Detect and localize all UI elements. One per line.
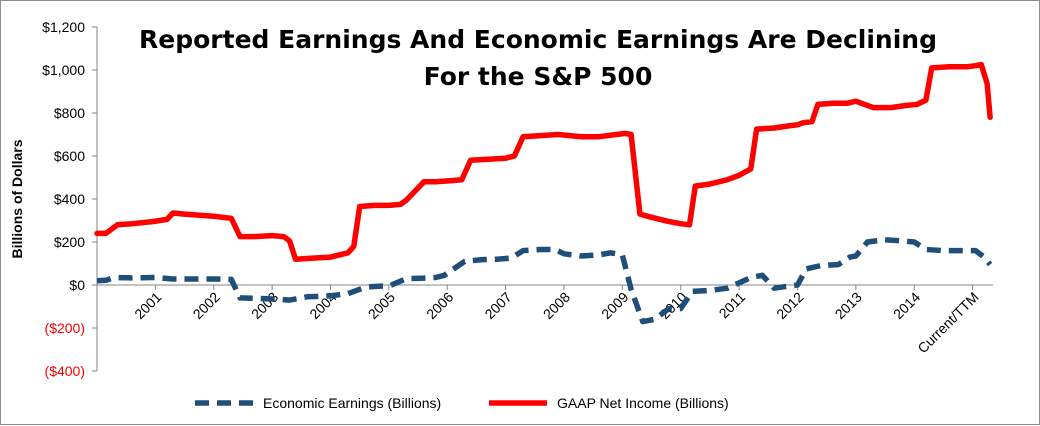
x-tick-label: 2009 xyxy=(598,289,631,322)
y-tick-label: $200 xyxy=(54,234,85,250)
gaap-net-income-line xyxy=(94,61,993,262)
y-tick-label: $600 xyxy=(54,148,85,164)
chart-title-line: For the S&P 500 xyxy=(424,62,653,91)
chart-title-line: Reported Earnings And Economic Earnings … xyxy=(139,25,937,54)
x-tick-label: 2006 xyxy=(423,289,456,322)
x-tick-label: 2007 xyxy=(481,289,514,322)
x-tick-label: Current/TTM xyxy=(914,289,981,356)
legend-label: GAAP Net Income (Billions) xyxy=(557,395,729,411)
x-tick-label: 2011 xyxy=(716,289,749,322)
y-tick-label: $0 xyxy=(69,277,85,293)
y-tick-label: $400 xyxy=(54,191,85,207)
y-axis-ticks: $1,200 $1,000 $800 $600 $400 $200 $0 ($200) ($40… xyxy=(42,19,85,379)
y-tick-label: ($200) xyxy=(45,320,85,336)
legend: Economic Earnings (Billions) GAAP Net Inc… xyxy=(195,395,729,411)
x-tick-label: 2013 xyxy=(832,289,865,322)
x-tick-label: 2008 xyxy=(540,289,573,322)
x-tick-label: 2001 xyxy=(131,289,164,322)
y-tick-label: $1,200 xyxy=(42,19,85,35)
y-tick-label: ($400) xyxy=(45,363,85,379)
chart-title: Reported Earnings And Economic Earnings … xyxy=(139,25,937,91)
legend-label: Economic Earnings (Billions) xyxy=(263,395,441,411)
x-axis-ticks: 2001 2002 2003 2004 2005 2006 2007 2008 2009 2010… xyxy=(131,285,982,356)
series-lines xyxy=(94,61,993,325)
y-tick-label: $1,000 xyxy=(42,62,85,78)
economic-earnings-line xyxy=(96,237,993,325)
y-tick-label: $800 xyxy=(54,105,85,121)
x-tick-label: 2012 xyxy=(773,289,806,322)
x-tick-label: 2003 xyxy=(248,289,281,322)
x-tick-label: 2005 xyxy=(365,289,398,322)
x-tick-label: 2014 xyxy=(890,289,923,322)
y-axis-title: Billions of Dollars xyxy=(9,139,25,258)
axes xyxy=(92,26,993,372)
x-tick-label: 2002 xyxy=(190,289,223,322)
